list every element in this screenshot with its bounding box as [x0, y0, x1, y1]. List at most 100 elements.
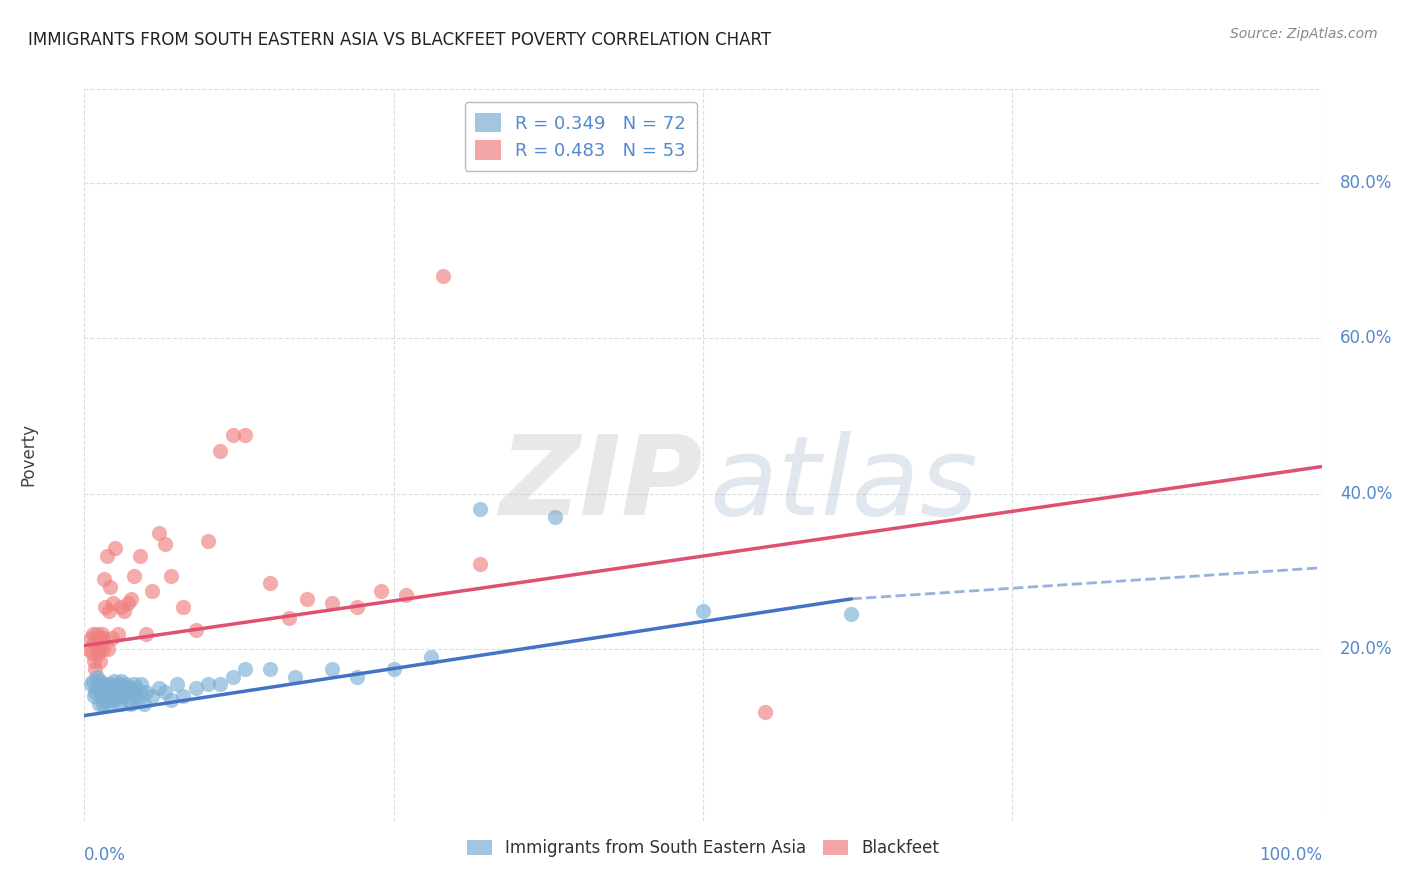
Point	[125, 681, 148, 696]
Point	[295, 591, 318, 606]
Point	[89, 685, 111, 699]
Text: 40.0%: 40.0%	[1340, 485, 1392, 503]
Point	[184, 623, 207, 637]
Point	[91, 677, 114, 691]
Point	[104, 541, 127, 556]
Point	[209, 677, 232, 691]
Point	[96, 681, 118, 696]
Point	[172, 599, 194, 614]
Point	[470, 557, 492, 571]
Point	[233, 428, 256, 442]
Point	[141, 584, 163, 599]
Point	[197, 677, 219, 691]
Point	[105, 685, 128, 699]
Point	[83, 654, 105, 668]
Point	[284, 670, 307, 684]
Point	[259, 576, 281, 591]
Point	[209, 444, 232, 458]
Point	[108, 677, 131, 691]
Point	[346, 670, 368, 684]
Text: ZIP: ZIP	[499, 431, 703, 538]
Point	[103, 685, 125, 699]
Point	[166, 677, 188, 691]
Point	[132, 697, 155, 711]
Point	[87, 646, 110, 660]
Point	[184, 681, 207, 696]
Point	[89, 631, 111, 645]
Point	[96, 689, 118, 703]
Point	[89, 642, 111, 657]
Point	[148, 525, 170, 540]
Text: 60.0%: 60.0%	[1340, 329, 1392, 347]
Point	[87, 631, 110, 645]
Point	[86, 627, 108, 641]
Point	[259, 662, 281, 676]
Point	[79, 642, 101, 657]
Point	[98, 580, 121, 594]
Point	[90, 689, 112, 703]
Point	[89, 654, 111, 668]
Point	[91, 642, 114, 657]
Text: Poverty: Poverty	[20, 424, 38, 486]
Point	[83, 689, 105, 703]
Point	[89, 673, 111, 688]
Point	[84, 662, 107, 676]
Point	[100, 631, 122, 645]
Point	[115, 677, 138, 691]
Point	[124, 689, 146, 703]
Point	[107, 689, 129, 703]
Point	[153, 685, 176, 699]
Point	[91, 631, 114, 645]
Point	[141, 689, 163, 703]
Point	[90, 627, 112, 641]
Point	[98, 677, 121, 691]
Point	[370, 584, 392, 599]
Point	[111, 689, 134, 703]
Text: IMMIGRANTS FROM SOUTH EASTERN ASIA VS BLACKFEET POVERTY CORRELATION CHART: IMMIGRANTS FROM SOUTH EASTERN ASIA VS BL…	[28, 31, 772, 49]
Text: Source: ZipAtlas.com: Source: ZipAtlas.com	[1230, 27, 1378, 41]
Point	[93, 681, 115, 696]
Point	[86, 681, 108, 696]
Point	[382, 662, 405, 676]
Point	[114, 685, 136, 699]
Point	[112, 603, 135, 617]
Point	[432, 268, 454, 283]
Point	[117, 596, 139, 610]
Point	[110, 599, 132, 614]
Text: 100.0%: 100.0%	[1258, 847, 1322, 864]
Point	[277, 611, 299, 625]
Text: 20.0%: 20.0%	[1340, 640, 1393, 658]
Point	[233, 662, 256, 676]
Point	[101, 596, 124, 610]
Point	[419, 650, 441, 665]
Point	[148, 681, 170, 696]
Point	[129, 685, 152, 699]
Point	[80, 646, 103, 660]
Point	[97, 677, 120, 691]
Point	[110, 697, 132, 711]
Point	[98, 603, 121, 617]
Point	[118, 681, 141, 696]
Legend: R = 0.349   N = 72, R = 0.483   N = 53: R = 0.349 N = 72, R = 0.483 N = 53	[464, 102, 697, 170]
Point	[82, 627, 104, 641]
Point	[222, 428, 245, 442]
Text: atlas: atlas	[709, 431, 977, 538]
Point	[197, 533, 219, 548]
Point	[122, 568, 145, 582]
Point	[94, 599, 117, 614]
Point	[160, 693, 183, 707]
Point	[222, 670, 245, 684]
Point	[100, 681, 122, 696]
Point	[321, 596, 343, 610]
Point	[96, 549, 118, 563]
Point	[321, 662, 343, 676]
Point	[692, 603, 714, 617]
Point	[89, 697, 111, 711]
Point	[160, 568, 183, 582]
Point	[120, 697, 142, 711]
Point	[127, 693, 149, 707]
Point	[172, 689, 194, 703]
Point	[89, 677, 111, 691]
Point	[104, 693, 127, 707]
Point	[83, 634, 105, 648]
